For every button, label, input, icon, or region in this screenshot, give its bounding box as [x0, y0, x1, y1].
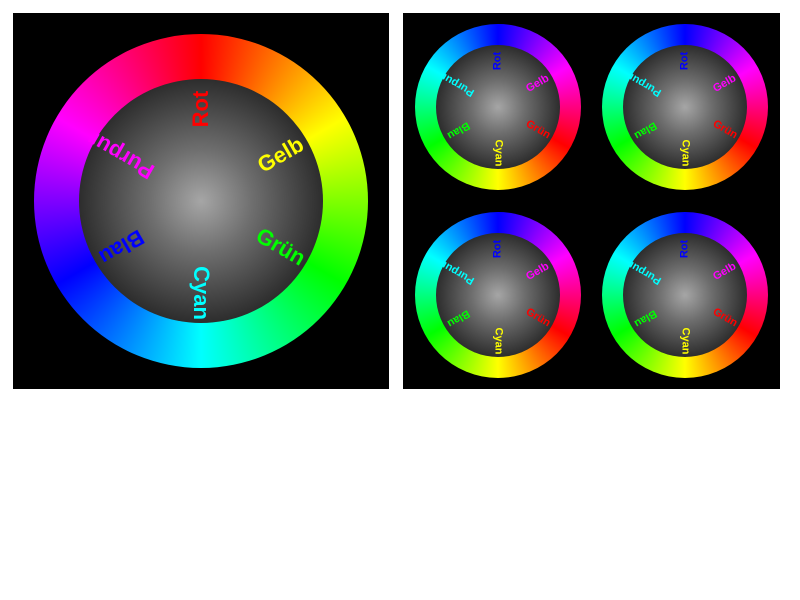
label-cyan: Cyan [189, 266, 214, 320]
label-rot: Rot [678, 239, 691, 259]
label-rot: Rot [188, 90, 213, 128]
label-cyan: Cyan [492, 327, 505, 355]
label-rot: Rot [491, 239, 504, 259]
label-cyan: Cyan [679, 139, 692, 167]
label-cyan: Cyan [679, 327, 692, 355]
large-color-wheel-panel: Rot Gelb Grün Cyan Blau Purpur [13, 13, 389, 389]
label-rot: Rot [491, 51, 504, 71]
label-rot: Rot [678, 51, 691, 71]
small-wheel-center-3 [436, 233, 560, 357]
small-wheel-center-4 [623, 233, 747, 357]
small-wheel-center-2 [623, 45, 747, 169]
large-wheel-center [79, 79, 323, 323]
small-color-wheels-panel: Rot Gelb Grün Cyan Blau Purpur Rot Gelb … [403, 13, 780, 389]
label-cyan: Cyan [492, 139, 505, 167]
small-wheel-center-1 [436, 45, 560, 169]
